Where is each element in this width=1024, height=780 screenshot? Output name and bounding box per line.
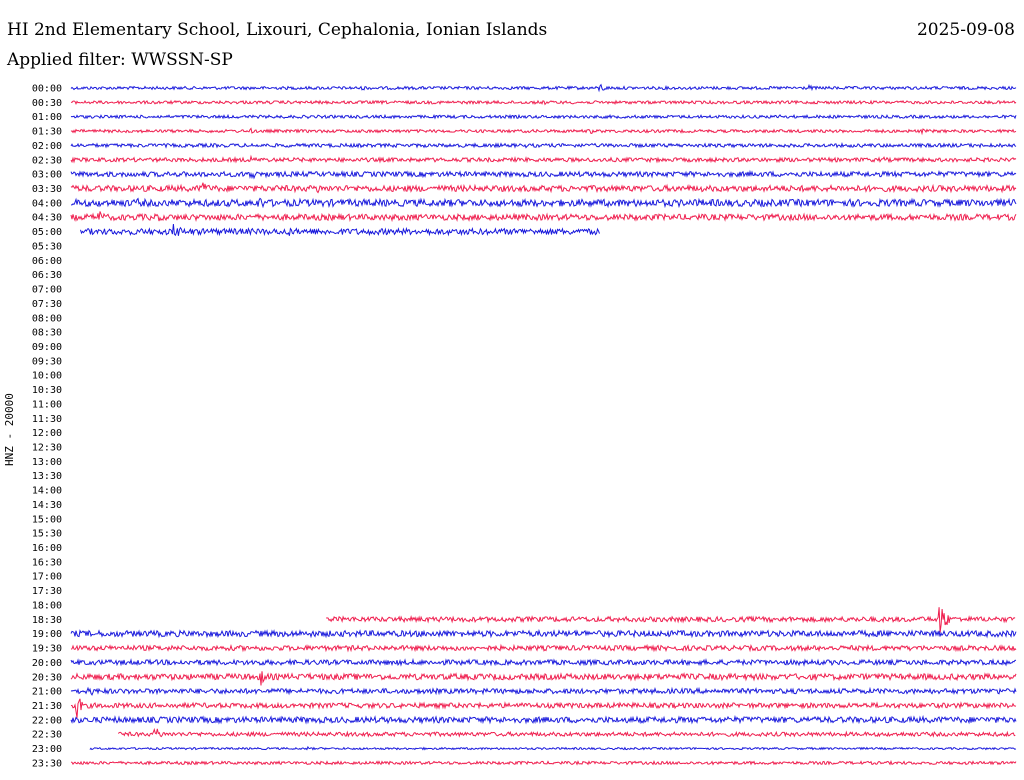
trace-line	[70, 657, 1017, 667]
tick-label: 15:30	[32, 529, 62, 540]
tick-label: 04:00	[32, 198, 62, 209]
trace-line	[70, 671, 1017, 686]
tick-label: 07:30	[32, 299, 62, 310]
tick-label: 06:30	[32, 270, 62, 281]
trace-line	[70, 643, 1017, 653]
tick-label: 03:30	[32, 184, 62, 195]
tick-label: 18:30	[32, 615, 62, 626]
trace-line	[70, 182, 1017, 194]
tick-label: 09:00	[32, 342, 62, 353]
tick-label: 20:30	[32, 672, 62, 683]
tick-label: 20:00	[32, 658, 62, 669]
tick-label: 08:00	[32, 313, 62, 324]
tick-label: 06:00	[32, 256, 62, 267]
tick-label: 16:30	[32, 557, 62, 568]
tick-label: 11:00	[32, 399, 62, 410]
tick-label: 14:00	[32, 486, 62, 497]
tick-label: 05:30	[32, 241, 62, 252]
tick-label: 12:00	[32, 428, 62, 439]
trace-line	[70, 759, 1017, 766]
tick-label: 14:30	[32, 500, 62, 511]
tick-label: 19:00	[32, 629, 62, 640]
trace-line	[326, 607, 1016, 633]
filter-label: Applied filter: WWSSN-SP	[7, 50, 233, 70]
tick-label: 09:30	[32, 356, 62, 367]
tick-label: 10:30	[32, 385, 62, 396]
trace-line	[70, 211, 1017, 223]
tick-label: 01:00	[32, 112, 62, 123]
trace-line	[70, 127, 1017, 136]
tick-label: 22:30	[32, 730, 62, 741]
tick-label: 16:00	[32, 543, 62, 554]
tick-label: 04:30	[32, 213, 62, 224]
date-label: 2025-09-08	[916, 20, 1015, 40]
tick-label: 13:00	[32, 457, 62, 468]
tick-label: 00:30	[32, 98, 62, 109]
tick-label: 13:30	[32, 471, 62, 482]
trace-line	[70, 83, 1017, 93]
trace-line	[70, 197, 1017, 209]
tick-label: 22:00	[32, 715, 62, 726]
trace-line	[80, 223, 600, 237]
trace-line	[70, 628, 1017, 639]
trace-line	[70, 113, 1017, 120]
tick-label: 07:00	[32, 285, 62, 296]
tick-label: 02:30	[32, 155, 62, 166]
tick-label: 15:00	[32, 514, 62, 525]
tick-label: 03:00	[32, 170, 62, 181]
tick-label: 08:30	[32, 328, 62, 339]
tick-label: 00:00	[32, 84, 62, 95]
tick-label: 12:30	[32, 443, 62, 454]
trace-line	[70, 141, 1017, 149]
tick-label: 11:30	[32, 414, 62, 425]
tick-label: 23:00	[32, 744, 62, 755]
tick-label: 23:30	[32, 758, 62, 769]
tick-label: 17:30	[32, 586, 62, 597]
station-title: HI 2nd Elementary School, Lixouri, Cepha…	[7, 20, 548, 40]
trace-line	[70, 698, 1017, 718]
trace-line	[70, 714, 1017, 725]
trace-line	[70, 169, 1017, 180]
trace-line	[70, 686, 1017, 696]
tick-label: 05:00	[32, 227, 62, 238]
tick-label: 21:00	[32, 687, 62, 698]
tick-label: 18:00	[32, 600, 62, 611]
trace-line	[70, 154, 1017, 164]
trace-line	[89, 745, 1017, 751]
trace-line	[117, 727, 1016, 738]
tick-label: 01:30	[32, 127, 62, 138]
tick-label: 21:30	[32, 701, 62, 712]
tick-label: 19:30	[32, 644, 62, 655]
tick-label: 02:00	[32, 141, 62, 152]
trace-line	[70, 99, 1017, 106]
tick-label: 17:00	[32, 572, 62, 583]
tick-label: 10:00	[32, 371, 62, 382]
